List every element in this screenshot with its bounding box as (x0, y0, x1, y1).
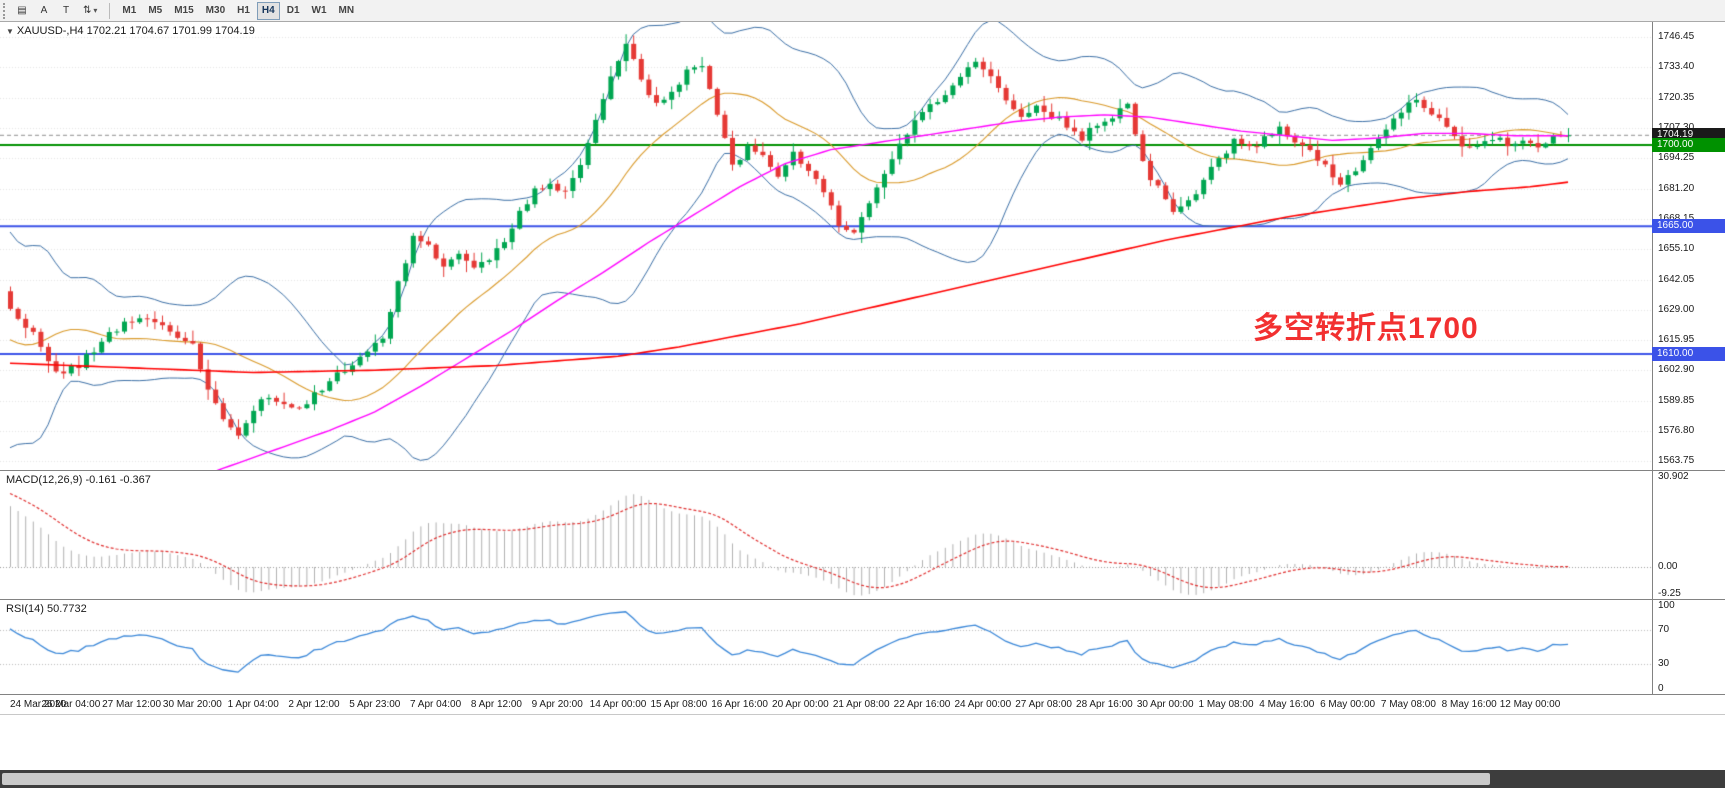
time-axis-label: 4 May 16:00 (1259, 699, 1315, 710)
time-axis-label: 12 May 00:00 (1499, 699, 1561, 710)
rsi-label: RSI(14) 50.7732 (6, 603, 87, 615)
time-axis-label: 8 May 16:00 (1441, 699, 1497, 710)
timeframe-m15-button[interactable]: M15 (169, 2, 198, 20)
time-axis-label: 22 Apr 16:00 (893, 699, 951, 710)
price-axis: 1746.45 1733.40 1720.35 1707.30 1694.25 1681.… (1652, 22, 1725, 470)
timeframe-h1-button[interactable]: H1 (232, 2, 255, 20)
toolbar-grip[interactable] (3, 2, 8, 19)
time-axis-label: 6 May 00:00 (1320, 699, 1376, 710)
price-chart-panel: 1746.45 1733.40 1720.35 1707.30 1694.25 1681.… (0, 22, 1725, 471)
timeframe-m30-button[interactable]: M30 (201, 2, 230, 20)
time-axis-label: 16 Apr 16:00 (711, 699, 768, 710)
time-axis-label: 26 Mar 04:00 (41, 699, 101, 710)
collapse-triangle-icon[interactable]: ▼ (6, 27, 14, 36)
price-axis-label: 1576.80 (1658, 425, 1695, 436)
time-axis-label: 28 Apr 16:00 (1076, 699, 1133, 710)
rsi-axis-label: 30 (1658, 658, 1670, 669)
time-axis-label: 20 Apr 00:00 (772, 699, 829, 710)
chart-annotation: 多空转折点1700 (1253, 312, 1479, 345)
time-axis-label: 27 Apr 08:00 (1015, 699, 1072, 710)
price-axis-label: 1733.40 (1658, 61, 1695, 72)
macd-axis-label: 0.00 (1658, 561, 1678, 572)
macd-canvas[interactable] (0, 471, 1652, 599)
price-chart-canvas[interactable] (0, 22, 1652, 470)
ohlc-readout-text: XAUUSD-,H4 1702.21 1704.67 1701.99 1704.… (16, 25, 255, 37)
price-axis-label: 1589.85 (1658, 395, 1695, 406)
time-axis-label: 7 Apr 04:00 (410, 699, 462, 710)
rsi-axis-label: 70 (1658, 624, 1670, 635)
text-tool-button[interactable]: T (56, 2, 76, 20)
macd-axis: 30.902 0.00 -9.25 (1652, 471, 1725, 599)
symbols-button[interactable]: ⇅ ▾ (78, 2, 102, 20)
macd-label: MACD(12,26,9) -0.161 -0.367 (6, 474, 151, 486)
time-axis-label: 7 May 08:00 (1380, 699, 1436, 710)
macd-axis-label: 30.902 (1658, 471, 1689, 482)
timeframe-h4-button[interactable]: H4 (256, 1, 280, 20)
time-axis-label: 14 Apr 00:00 (589, 699, 647, 710)
price-axis-label: 1642.05 (1658, 274, 1695, 285)
macd-panel: 30.902 0.00 -9.25 MACD(12,26,9) -0.161 -0.… (0, 471, 1725, 600)
price-axis-label: 1655.10 (1658, 243, 1695, 254)
time-axis: 24 Mar 2020 26 Mar 04:00 27 Mar 12:00 30 Ma… (0, 695, 1725, 715)
price-axis-label: 1681.20 (1658, 183, 1695, 194)
time-axis-label: 15 Apr 08:00 (650, 699, 708, 710)
timeframe-mn-button[interactable]: MN (334, 2, 360, 20)
chart-window-icon: ▤ (17, 5, 27, 16)
rsi-axis-label: 0 (1658, 683, 1664, 694)
chart-window-button[interactable]: ▤ (12, 2, 32, 20)
price-axis-label: 1707.30 (1658, 122, 1694, 133)
price-axis-label: 1746.45 (1658, 31, 1695, 42)
workspace-background (0, 715, 1725, 770)
time-axis-label: 24 Apr 00:00 (954, 699, 1012, 710)
price-tag: 1665.00 (1652, 219, 1725, 233)
price-tag: 1610.00 (1652, 347, 1725, 361)
price-axis-label: 1720.35 (1658, 92, 1695, 103)
price-axis-label: 1668.15 (1658, 213, 1694, 224)
toolbar: ▤ A T ⇅ ▾ M1 M5 M15 M30 H1 H4 D1 W1 MN (0, 0, 1725, 22)
time-axis-label: 9 Apr 20:00 (531, 699, 583, 710)
ohlc-readout: ▼ XAUUSD-,H4 1702.21 1704.67 1701.99 1704… (6, 25, 255, 37)
rsi-axis: 100 70 30 0 (1652, 600, 1725, 694)
toolbar-separator (109, 2, 111, 19)
time-axis-label: 2 Apr 12:00 (288, 699, 340, 710)
cursor-tool-icon: A (40, 5, 48, 16)
price-axis-label: 1694.25 (1658, 152, 1695, 163)
time-axis-label: 8 Apr 12:00 (470, 699, 522, 710)
price-axis-label: 1629.00 (1658, 304, 1695, 315)
time-axis-label: 5 Apr 23:00 (349, 699, 401, 710)
time-axis-label: 30 Mar 20:00 (162, 699, 222, 710)
time-axis-label: 24 Mar 2020 (10, 699, 67, 710)
rsi-axis-label: 100 (1658, 600, 1675, 611)
text-tool-icon: T (62, 5, 70, 16)
timeframe-w1-button[interactable]: W1 (307, 2, 332, 20)
scrollbar-thumb[interactable] (2, 773, 1490, 785)
time-axis-label: 30 Apr 00:00 (1136, 699, 1194, 710)
dropdown-caret-icon: ▾ (93, 6, 98, 15)
price-tag: 1700.00 (1652, 138, 1725, 152)
rsi-canvas[interactable] (0, 600, 1652, 694)
timeframe-m5-button[interactable]: M5 (143, 2, 167, 20)
time-axis-label: 1 Apr 04:00 (227, 699, 279, 710)
macd-axis-label: -9.25 (1658, 588, 1681, 599)
time-axis-label: 1 May 08:00 (1198, 699, 1254, 710)
time-axis-label: 27 Mar 12:00 (102, 699, 162, 710)
horizontal-scrollbar[interactable] (0, 770, 1725, 788)
price-axis-label: 1615.95 (1658, 334, 1695, 345)
price-axis-label: 1563.75 (1658, 455, 1695, 466)
rsi-panel: 100 70 30 0 RSI(14) 50.7732 (0, 600, 1725, 695)
price-axis-label: 1602.90 (1658, 364, 1695, 375)
cursor-tool-button[interactable]: A (34, 2, 54, 20)
timeframe-m1-button[interactable]: M1 (117, 2, 141, 20)
timeframe-d1-button[interactable]: D1 (282, 2, 305, 20)
symbols-tool-icon: ⇅ (83, 5, 92, 16)
time-axis-label: 21 Apr 08:00 (832, 699, 890, 710)
